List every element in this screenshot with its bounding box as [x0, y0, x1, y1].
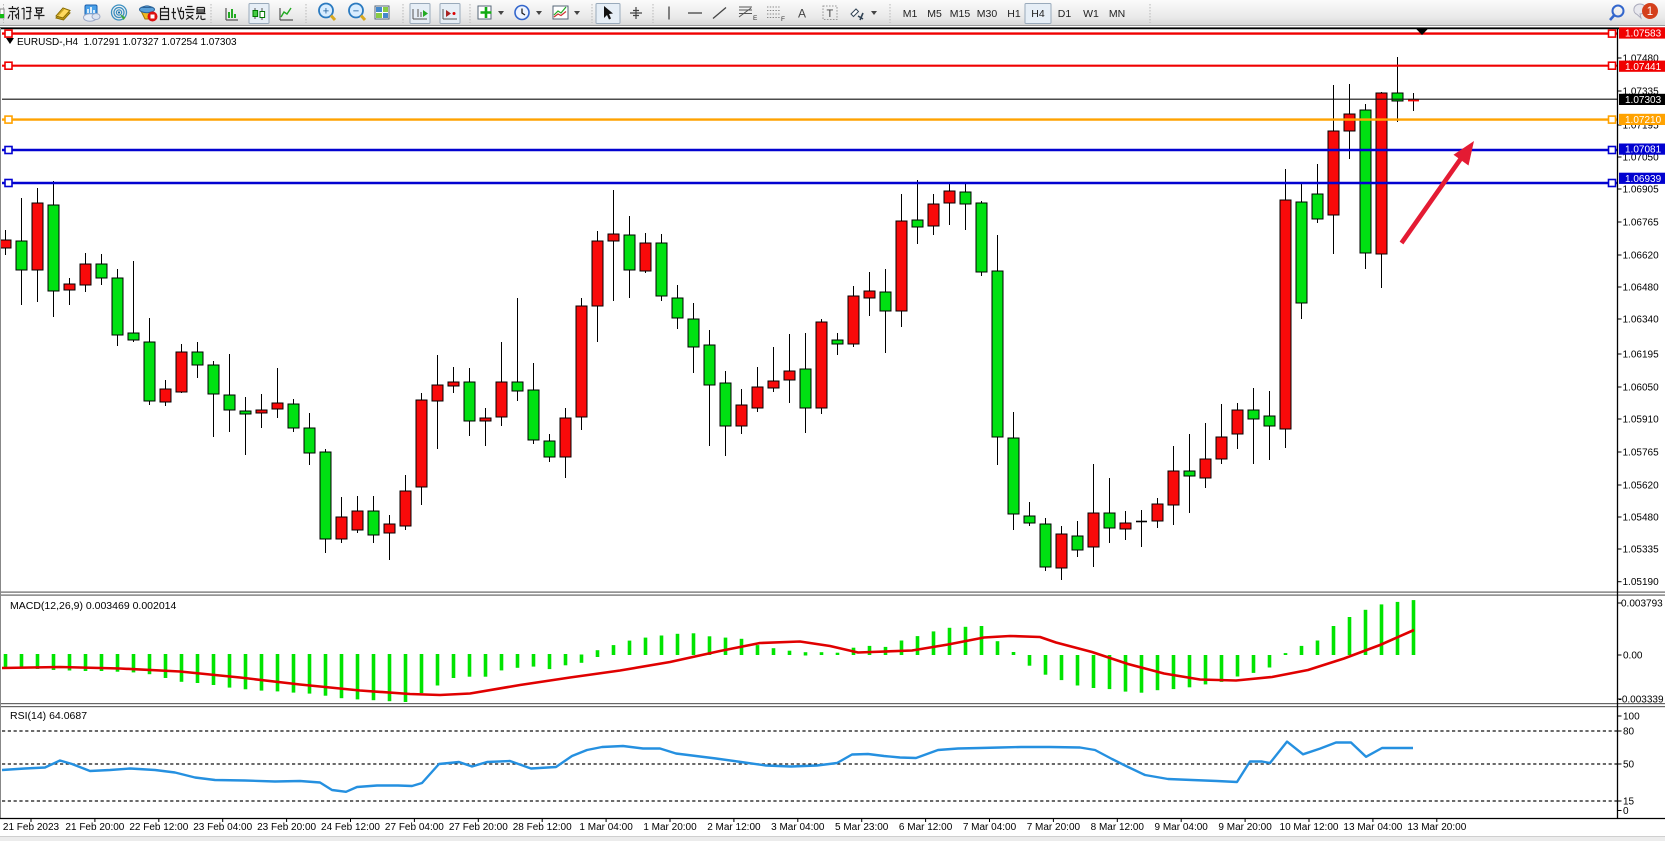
svg-text:1.07441: 1.07441 — [1625, 62, 1662, 73]
svg-text:100: 100 — [1623, 712, 1640, 723]
svg-text:6 Mar 12:00: 6 Mar 12:00 — [899, 822, 953, 833]
svg-text:7 Mar 04:00: 7 Mar 04:00 — [963, 822, 1017, 833]
svg-text:1: 1 — [1647, 6, 1653, 18]
svg-text:E: E — [753, 15, 758, 22]
svg-text:M1: M1 — [903, 8, 918, 20]
svg-text:1.07050: 1.07050 — [1623, 153, 1660, 164]
svg-text:H1: H1 — [1007, 8, 1021, 20]
svg-text:0.003793: 0.003793 — [1621, 599, 1663, 610]
svg-text:1 Mar 04:00: 1 Mar 04:00 — [579, 822, 633, 833]
svg-text:28 Feb 12:00: 28 Feb 12:00 — [513, 822, 572, 833]
svg-text:1.07335: 1.07335 — [1623, 87, 1660, 98]
svg-text:0: 0 — [1623, 806, 1629, 817]
svg-text:23 Feb 04:00: 23 Feb 04:00 — [193, 822, 252, 833]
svg-text:27 Feb 20:00: 27 Feb 20:00 — [449, 822, 508, 833]
svg-text:21 Feb 2023: 21 Feb 2023 — [3, 822, 60, 833]
svg-text:+: + — [323, 6, 329, 18]
svg-text:10 Mar 12:00: 10 Mar 12:00 — [1280, 822, 1339, 833]
svg-text:23 Feb 20:00: 23 Feb 20:00 — [257, 822, 316, 833]
svg-text:1.05910: 1.05910 — [1623, 415, 1660, 426]
svg-text:1.06480: 1.06480 — [1623, 283, 1660, 294]
svg-text:3 Mar 04:00: 3 Mar 04:00 — [771, 822, 825, 833]
svg-text:M5: M5 — [927, 8, 942, 20]
svg-text:9 Mar 04:00: 9 Mar 04:00 — [1155, 822, 1209, 833]
svg-text:50: 50 — [1623, 760, 1635, 771]
svg-text:1.05190: 1.05190 — [1623, 577, 1660, 588]
svg-text:1.06765: 1.06765 — [1623, 218, 1660, 229]
svg-text:27 Feb 04:00: 27 Feb 04:00 — [385, 822, 444, 833]
svg-text:1.05480: 1.05480 — [1623, 513, 1660, 524]
svg-text:1.05335: 1.05335 — [1623, 545, 1660, 556]
svg-text:−: − — [353, 6, 359, 18]
svg-text:MACD(12,26,9) 0.003469 0.00201: MACD(12,26,9) 0.003469 0.002014 — [10, 600, 177, 612]
svg-text:M15: M15 — [950, 8, 971, 20]
svg-text:M30: M30 — [977, 8, 998, 20]
svg-text:A: A — [798, 7, 806, 21]
svg-text:-0.003339: -0.003339 — [1619, 695, 1664, 706]
svg-text:8 Mar 12:00: 8 Mar 12:00 — [1091, 822, 1145, 833]
svg-text:7 Mar 20:00: 7 Mar 20:00 — [1027, 822, 1081, 833]
svg-text:MN: MN — [1109, 8, 1125, 20]
svg-text:1.06905: 1.06905 — [1623, 185, 1660, 196]
svg-text:RSI(14) 64.0687: RSI(14) 64.0687 — [10, 710, 87, 722]
svg-text:1 Mar 20:00: 1 Mar 20:00 — [643, 822, 697, 833]
svg-text:1.05620: 1.05620 — [1623, 481, 1660, 492]
svg-text:1.06050: 1.06050 — [1623, 383, 1660, 394]
svg-text:5 Mar 23:00: 5 Mar 23:00 — [835, 822, 889, 833]
svg-text:2 Mar 12:00: 2 Mar 12:00 — [707, 822, 761, 833]
svg-text:W1: W1 — [1083, 8, 1099, 20]
svg-text:1.07081: 1.07081 — [1625, 145, 1662, 156]
svg-text:1.07583: 1.07583 — [1625, 29, 1662, 40]
svg-text:EURUSD-,H4 1.07291 1.07327 1.: EURUSD-,H4 1.07291 1.07327 1.07254 1.073… — [17, 37, 237, 48]
svg-text:1.07303: 1.07303 — [1625, 95, 1662, 106]
svg-text:15: 15 — [1623, 797, 1635, 808]
svg-text:21 Feb 20:00: 21 Feb 20:00 — [65, 822, 124, 833]
svg-text:1.05765: 1.05765 — [1623, 448, 1660, 459]
svg-text:22 Feb 12:00: 22 Feb 12:00 — [129, 822, 188, 833]
svg-text:1.07195: 1.07195 — [1623, 121, 1660, 132]
svg-text:1.07480: 1.07480 — [1623, 54, 1660, 65]
svg-text:F: F — [781, 16, 785, 23]
svg-text:13 Mar 20:00: 13 Mar 20:00 — [1407, 822, 1466, 833]
svg-text:9 Mar 20:00: 9 Mar 20:00 — [1218, 822, 1272, 833]
svg-text:1.06939: 1.06939 — [1625, 174, 1662, 185]
svg-text:1.07210: 1.07210 — [1625, 115, 1662, 126]
svg-text:H4: H4 — [1031, 8, 1045, 20]
svg-text:24 Feb 12:00: 24 Feb 12:00 — [321, 822, 380, 833]
svg-text:1.06340: 1.06340 — [1623, 315, 1660, 326]
svg-text:80: 80 — [1623, 727, 1635, 738]
svg-text:T: T — [827, 8, 834, 20]
svg-text:1.06620: 1.06620 — [1623, 251, 1660, 262]
svg-text:13 Mar 04:00: 13 Mar 04:00 — [1343, 822, 1402, 833]
svg-text:0.00: 0.00 — [1623, 651, 1643, 662]
svg-text:D1: D1 — [1058, 8, 1072, 20]
svg-text:1.06195: 1.06195 — [1623, 350, 1660, 361]
